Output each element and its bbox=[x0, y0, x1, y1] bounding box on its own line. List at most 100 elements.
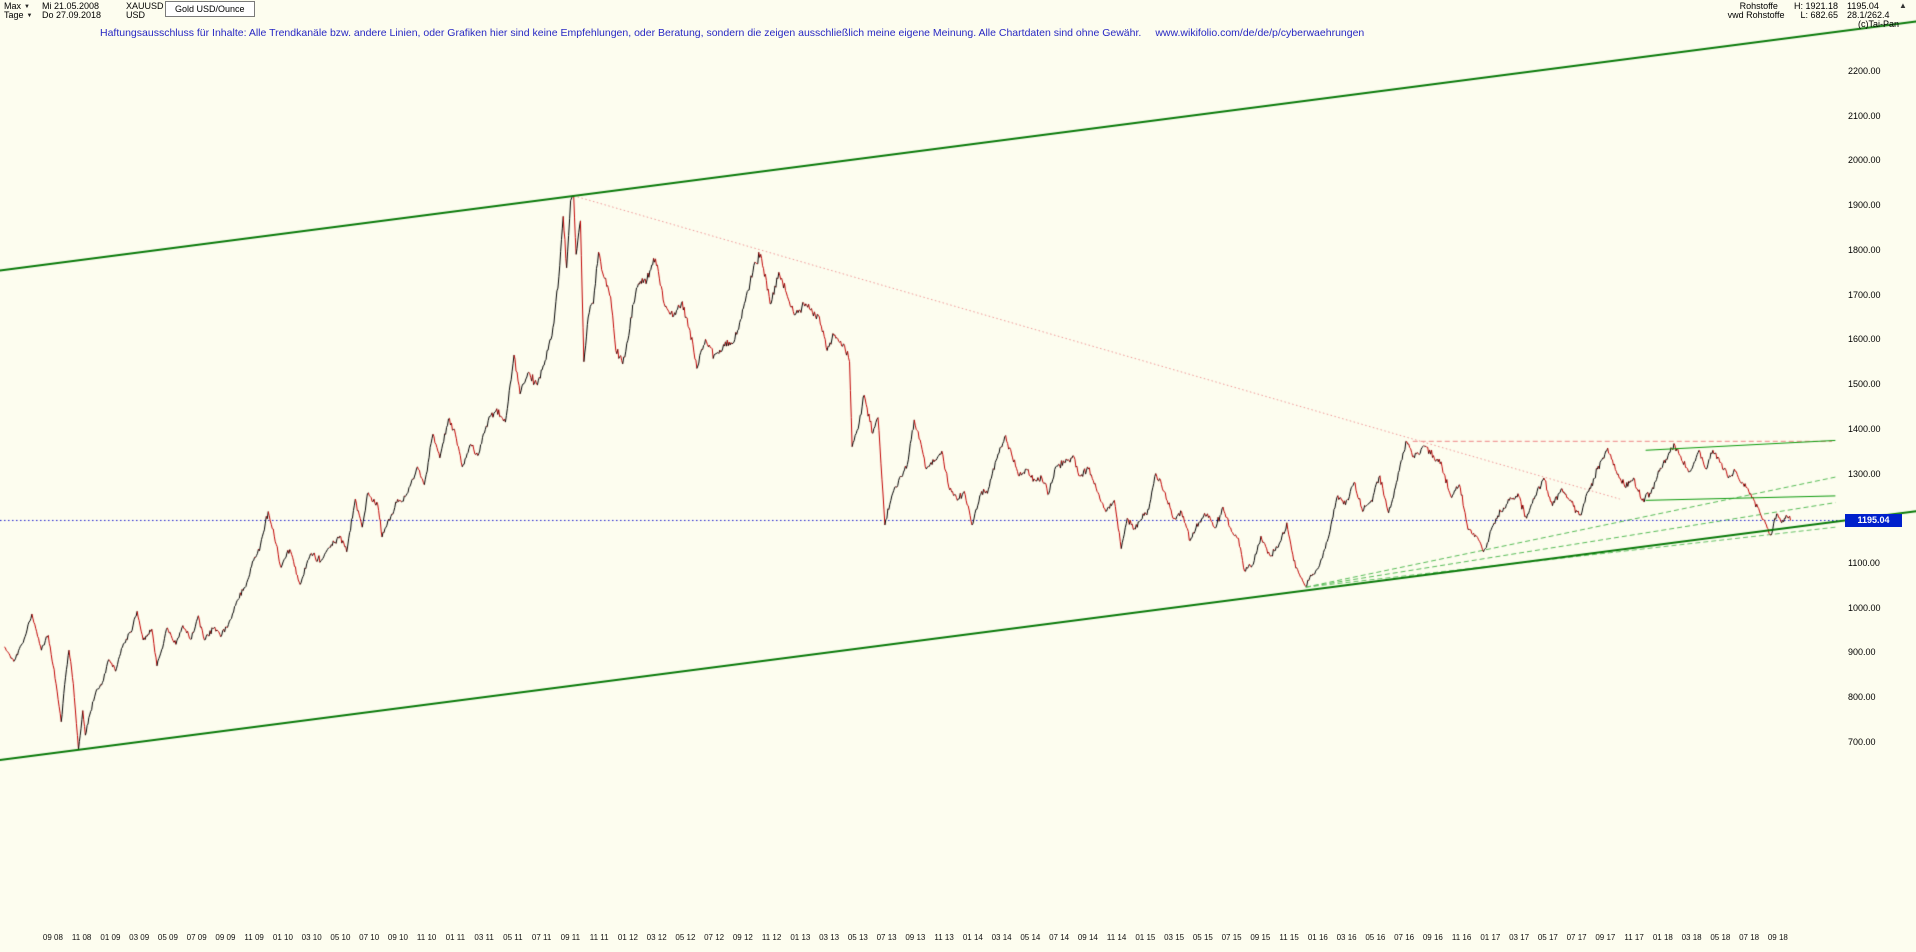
x-axis-label: 01 09 bbox=[100, 933, 121, 942]
y-axis-label: 1600.00 bbox=[1848, 334, 1881, 345]
y-axis-label: 1500.00 bbox=[1848, 379, 1881, 390]
range-selector[interactable]: Max ▼ bbox=[4, 2, 30, 12]
x-axis-label: 01 18 bbox=[1652, 933, 1673, 942]
x-axis-label: 07 14 bbox=[1049, 933, 1070, 942]
chevron-down-icon: ▼ bbox=[26, 13, 33, 19]
x-axis-label: 05 09 bbox=[157, 933, 178, 942]
y-axis-label: 1900.00 bbox=[1848, 200, 1881, 211]
x-axis-label: 03 17 bbox=[1509, 933, 1530, 942]
x-axis-label: 11 10 bbox=[416, 933, 437, 942]
x-axis-label: 09 09 bbox=[215, 933, 236, 942]
x-axis-label: 07 17 bbox=[1566, 933, 1587, 942]
y-axis-label: 800.00 bbox=[1848, 692, 1876, 703]
y-axis-label: 2100.00 bbox=[1848, 110, 1881, 121]
y-axis-label: 900.00 bbox=[1848, 647, 1876, 658]
x-axis-label: 09 18 bbox=[1767, 933, 1788, 942]
x-axis-label: 03 11 bbox=[474, 933, 494, 942]
x-axis-label: 11 12 bbox=[761, 933, 782, 942]
current-price-tag: 1195.04 bbox=[1845, 514, 1902, 528]
x-axis-label: 03 14 bbox=[991, 933, 1012, 942]
x-axis-label: 09 16 bbox=[1422, 933, 1443, 942]
x-axis-label: 01 14 bbox=[962, 933, 983, 942]
period-selector[interactable]: Tage ▼ bbox=[4, 11, 32, 21]
x-axis-label: 01 17 bbox=[1480, 933, 1501, 942]
x-axis-label: 05 17 bbox=[1537, 933, 1558, 942]
x-axis-label: 09 17 bbox=[1595, 933, 1616, 942]
x-axis-label: 07 11 bbox=[531, 933, 552, 942]
x-axis-label: 03 12 bbox=[646, 933, 667, 942]
x-axis-label: 11 08 bbox=[71, 933, 92, 942]
instrument-title-tab[interactable]: Gold USD/Ounce bbox=[165, 1, 255, 17]
x-axis-label: 03 09 bbox=[129, 933, 150, 942]
x-axis-label: 09 13 bbox=[905, 933, 926, 942]
disclaimer: Haftungsausschluss für Inhalte: Alle Tre… bbox=[100, 27, 1364, 39]
y-axis-label: 1000.00 bbox=[1848, 602, 1881, 613]
x-axis-label: 01 12 bbox=[617, 933, 638, 942]
currency-label: USD bbox=[126, 10, 146, 20]
header-right-row1: Rohstoffe H: 1921.18 bbox=[1740, 2, 1838, 11]
high-value: H: 1921.18 bbox=[1793, 1, 1838, 11]
y-axis-label: 1100.00 bbox=[1848, 557, 1880, 568]
x-axis-label: 05 18 bbox=[1710, 933, 1731, 942]
x-axis-label: 11 09 bbox=[244, 933, 264, 942]
x-axis-label: 09 08 bbox=[42, 933, 63, 942]
x-axis-label: 03 15 bbox=[1164, 933, 1185, 942]
y-axis-label: 1700.00 bbox=[1848, 289, 1881, 300]
x-axis-label: 01 15 bbox=[1135, 933, 1156, 942]
x-axis-label: 07 10 bbox=[359, 933, 380, 942]
date-to: Do 27.09.2018 bbox=[42, 10, 102, 20]
x-axis-label: 05 14 bbox=[1020, 933, 1041, 942]
range-selector-label: Max bbox=[4, 1, 22, 11]
x-axis-label: 05 12 bbox=[675, 933, 696, 942]
x-axis-label: 05 10 bbox=[330, 933, 351, 942]
x-axis-label: 05 11 bbox=[503, 933, 523, 942]
y-axis-label: 1800.00 bbox=[1848, 244, 1881, 255]
y-axis-label: 700.00 bbox=[1848, 736, 1876, 747]
header-right-row2: vwd Rohstoffe L: 682.65 bbox=[1728, 11, 1838, 20]
x-axis-label: 11 16 bbox=[1451, 933, 1472, 942]
x-axis-label: 11 15 bbox=[1279, 933, 1299, 942]
period-selector-label: Tage bbox=[4, 10, 24, 20]
taipan-copyright: (c)Tai-Pan bbox=[1858, 19, 1900, 29]
date-from: Mi 21.05.2008 bbox=[42, 1, 100, 11]
x-axis-label: 03 16 bbox=[1336, 933, 1357, 942]
x-axis-label: 05 16 bbox=[1365, 933, 1386, 942]
x-axis-label: 11 11 bbox=[589, 933, 609, 942]
x-axis-label: 09 15 bbox=[1250, 933, 1271, 942]
x-axis-label: 01 16 bbox=[1307, 933, 1328, 942]
y-axis-label: 1300.00 bbox=[1848, 468, 1881, 479]
chart-position-info: 28.1/262.4 bbox=[1847, 10, 1890, 20]
x-axis-label: 07 16 bbox=[1394, 933, 1415, 942]
x-axis-label: 03 13 bbox=[819, 933, 840, 942]
last-price-readout: 1195.04 bbox=[1847, 1, 1879, 11]
x-axis-label: 07 15 bbox=[1221, 933, 1242, 942]
x-axis-label: 03 10 bbox=[301, 933, 322, 942]
y-axis-label: 1400.00 bbox=[1848, 423, 1881, 434]
disclaimer-link[interactable]: www.wikifolio.com/de/de/p/cyberwaehrunge… bbox=[1155, 27, 1365, 39]
x-axis-label: 11 14 bbox=[1106, 933, 1127, 942]
x-axis-label: 05 15 bbox=[1192, 933, 1213, 942]
x-axis-label: 07 12 bbox=[704, 933, 725, 942]
x-axis-label: 07 13 bbox=[876, 933, 897, 942]
x-axis-label: 05 13 bbox=[847, 933, 868, 942]
x-axis-label: 01 13 bbox=[790, 933, 811, 942]
low-value: L: 682.65 bbox=[1800, 10, 1838, 20]
feed-label: vwd Rohstoffe bbox=[1727, 10, 1785, 20]
chevron-down-icon: ▼ bbox=[24, 4, 30, 10]
x-axis-label: 07 09 bbox=[186, 933, 207, 942]
x-axis-label: 01 11 bbox=[445, 933, 466, 942]
scroll-up-icon[interactable]: ▲ bbox=[1899, 1, 1907, 10]
x-axis-label: 09 11 bbox=[560, 933, 581, 942]
x-axis-label: 03 18 bbox=[1681, 933, 1702, 942]
symbol-label: XAUUSD bbox=[126, 1, 164, 11]
x-axis-label: 09 10 bbox=[387, 933, 408, 942]
disclaimer-text: Haftungsausschluss für Inhalte: Alle Tre… bbox=[100, 27, 1142, 39]
x-axis-label: 07 18 bbox=[1739, 933, 1760, 942]
x-axis-label: 09 12 bbox=[732, 933, 753, 942]
y-axis-label: 2200.00 bbox=[1848, 65, 1881, 76]
x-axis-label: 01 10 bbox=[272, 933, 293, 942]
y-axis-label: 2000.00 bbox=[1848, 155, 1881, 166]
x-axis-label: 11 13 bbox=[934, 933, 954, 942]
